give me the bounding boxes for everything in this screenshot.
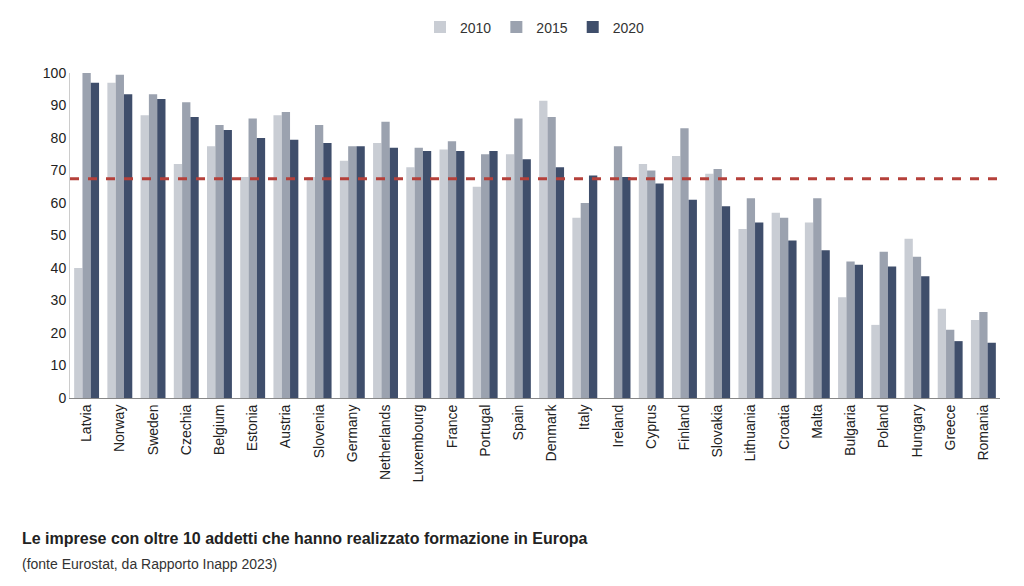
svg-text:Hungary: Hungary bbox=[909, 405, 925, 458]
svg-text:90: 90 bbox=[51, 97, 67, 113]
svg-text:France: France bbox=[444, 404, 460, 448]
svg-text:2015: 2015 bbox=[536, 20, 567, 36]
svg-text:70: 70 bbox=[51, 162, 67, 178]
svg-text:80: 80 bbox=[51, 130, 67, 146]
svg-text:Norway: Norway bbox=[111, 405, 127, 452]
svg-text:Bulgaria: Bulgaria bbox=[842, 404, 858, 456]
svg-text:100: 100 bbox=[43, 65, 67, 81]
svg-text:Germany: Germany bbox=[344, 405, 360, 463]
svg-text:Finland: Finland bbox=[676, 405, 692, 451]
svg-text:0: 0 bbox=[58, 390, 66, 406]
svg-text:50: 50 bbox=[51, 227, 67, 243]
svg-text:Slovenia: Slovenia bbox=[311, 404, 327, 458]
svg-text:Croatia: Croatia bbox=[776, 404, 792, 449]
svg-text:Belgium: Belgium bbox=[211, 405, 227, 456]
svg-text:Spain: Spain bbox=[510, 405, 526, 441]
svg-text:Austria: Austria bbox=[277, 404, 293, 448]
svg-text:Greece: Greece bbox=[942, 404, 958, 450]
svg-text:Czechia: Czechia bbox=[178, 404, 194, 455]
svg-text:2010: 2010 bbox=[460, 20, 491, 36]
svg-text:Latvia: Latvia bbox=[78, 404, 94, 442]
svg-text:Malta: Malta bbox=[809, 404, 825, 438]
svg-text:10: 10 bbox=[51, 357, 67, 373]
svg-text:Le imprese con oltre 10 addett: Le imprese con oltre 10 addetti che hann… bbox=[22, 530, 588, 547]
svg-text:Slovakia: Slovakia bbox=[709, 404, 725, 457]
svg-text:Luxembourg: Luxembourg bbox=[410, 405, 426, 483]
svg-text:60: 60 bbox=[51, 195, 67, 211]
svg-text:Romania: Romania bbox=[975, 404, 991, 460]
svg-text:Denmark: Denmark bbox=[543, 404, 559, 462]
svg-text:Ireland: Ireland bbox=[610, 405, 626, 448]
svg-text:30: 30 bbox=[51, 292, 67, 308]
svg-text:Poland: Poland bbox=[875, 405, 891, 449]
svg-text:20: 20 bbox=[51, 325, 67, 341]
svg-text:Portugal: Portugal bbox=[477, 405, 493, 457]
svg-text:Cyprus: Cyprus bbox=[643, 405, 659, 449]
svg-text:Italy: Italy bbox=[576, 405, 592, 431]
svg-text:Estonia: Estonia bbox=[244, 404, 260, 451]
svg-text:Lithuania: Lithuania bbox=[742, 404, 758, 461]
svg-text:40: 40 bbox=[51, 260, 67, 276]
svg-text:(fonte Eurostat, da Rapporto I: (fonte Eurostat, da Rapporto Inapp 2023) bbox=[22, 556, 277, 572]
svg-text:Netherlands: Netherlands bbox=[377, 405, 393, 481]
svg-text:2020: 2020 bbox=[613, 20, 644, 36]
svg-text:Sweden: Sweden bbox=[145, 405, 161, 456]
